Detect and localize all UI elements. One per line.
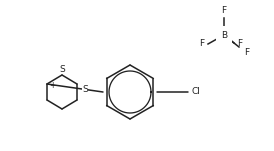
Text: F: F [237,39,242,48]
Text: S: S [82,85,88,95]
Text: F: F [199,40,204,48]
Text: F: F [244,48,249,57]
Text: Cl: Cl [192,87,201,96]
Text: F: F [221,6,227,15]
Text: +: + [49,82,55,90]
Text: B: B [221,31,227,40]
Text: S: S [59,64,65,74]
